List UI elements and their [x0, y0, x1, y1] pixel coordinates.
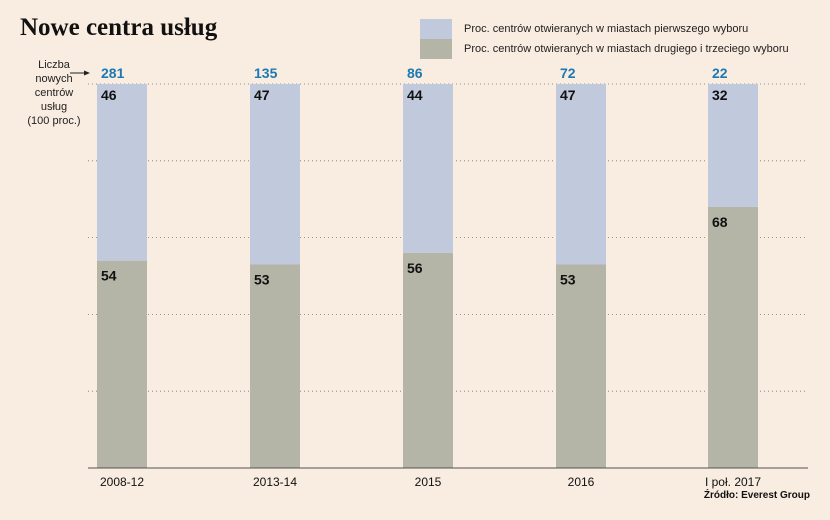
bar-segment-first-choice — [250, 84, 300, 265]
bar-segment-first-choice — [97, 84, 147, 261]
bar-segment-first-choice — [556, 84, 606, 265]
y-axis-label-line: usług — [40, 101, 68, 113]
x-tick-label: 2013-14 — [253, 475, 297, 489]
legend: Proc. centrów otwieranych w miastach pie… — [420, 19, 789, 59]
x-tick-label: I poł. 2017 — [705, 475, 761, 489]
data-label-second-third-choice: 53 — [254, 271, 270, 287]
legend-label-first-choice: Proc. centrów otwieranych w miastach pie… — [464, 23, 749, 35]
bar-segment-first-choice — [403, 84, 453, 253]
bar-segment-second-third-choice — [97, 260, 147, 468]
y-axis-label: Liczba nowych centrów usług (100 proc.) — [19, 58, 89, 128]
x-tick-label: 2015 — [415, 475, 442, 489]
bar-segment-second-third-choice — [250, 264, 300, 468]
bar-segment-first-choice — [708, 84, 758, 207]
legend-swatch-first-choice — [420, 19, 452, 39]
data-label-first-choice: 46 — [101, 87, 117, 103]
data-label-first-choice: 32 — [712, 87, 728, 103]
y-axis-label-line: (100 proc.) — [27, 115, 81, 127]
legend-label-second-third-choice: Proc. centrów otwieranych w miastach dru… — [464, 43, 789, 55]
legend-item-second-third-choice: Proc. centrów otwieranych w miastach dru… — [420, 39, 789, 59]
data-label-first-choice: 44 — [407, 87, 423, 103]
total-centers-label: 135 — [254, 65, 278, 81]
x-tick-label: 2008-12 — [100, 475, 144, 489]
data-label-first-choice: 47 — [254, 87, 270, 103]
total-centers-label: 72 — [560, 65, 576, 81]
total-centers-label: 22 — [712, 65, 728, 81]
total-centers-label: 86 — [407, 65, 423, 81]
data-label-second-third-choice: 53 — [560, 271, 576, 287]
data-label-second-third-choice: 68 — [712, 214, 728, 230]
chart-title: Nowe centra usług — [20, 14, 218, 41]
legend-swatch-second-third-choice — [420, 39, 452, 59]
total-centers-label: 281 — [101, 65, 125, 81]
source-note: Źródło: Everest Group — [703, 490, 810, 501]
label-arrow-head — [84, 70, 90, 76]
bar-segment-second-third-choice — [403, 252, 453, 468]
data-label-second-third-choice: 56 — [407, 260, 423, 276]
data-label-first-choice: 47 — [560, 87, 576, 103]
x-tick-label: 2016 — [568, 475, 595, 489]
bar-segment-second-third-choice — [556, 264, 606, 468]
data-label-second-third-choice: 54 — [101, 268, 117, 284]
bar-segment-second-third-choice — [708, 206, 758, 468]
legend-item-first-choice: Proc. centrów otwieranych w miastach pie… — [420, 19, 789, 39]
y-axis-label-line: nowych — [35, 73, 73, 85]
y-axis-label-line: Liczba — [38, 59, 70, 71]
y-axis-label-line: centrów — [34, 87, 74, 99]
